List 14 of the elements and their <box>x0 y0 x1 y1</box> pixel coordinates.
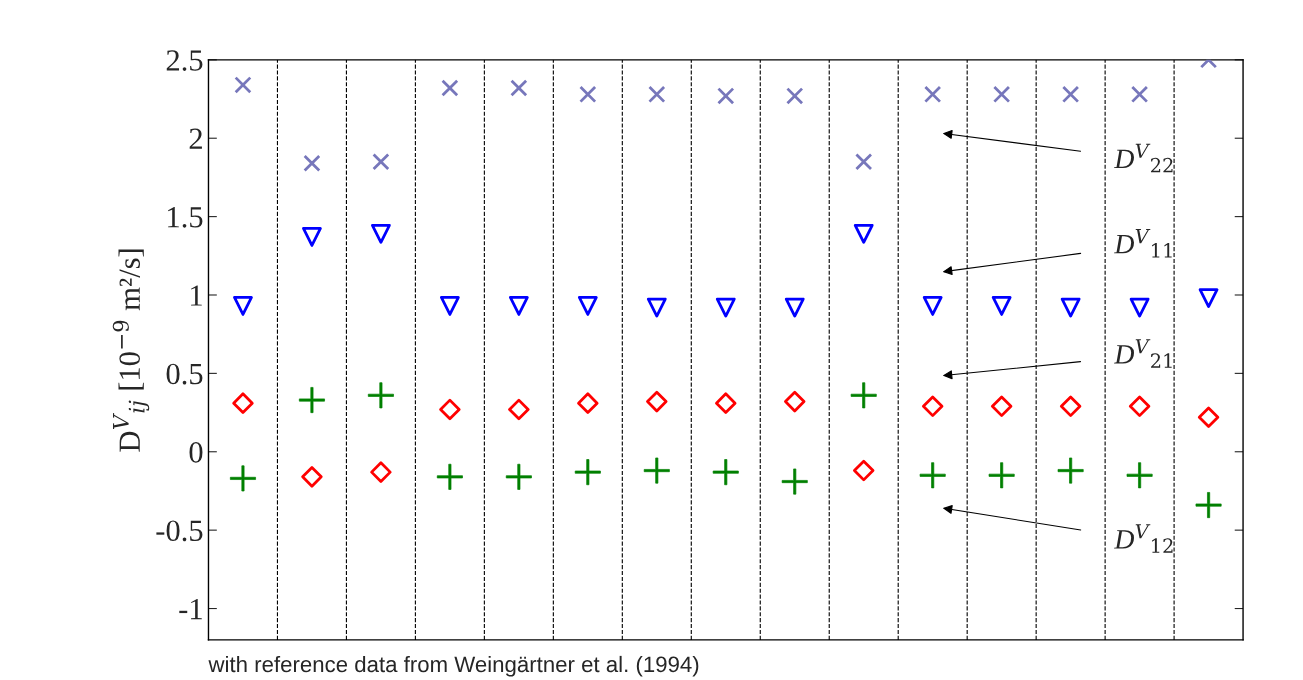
annotation: D$^{V}$$_{11}$ <box>1114 228 1172 258</box>
y-tick-label: 2 <box>189 128 202 149</box>
y-axis-title: D$^{V}$$_{ij}$ [10$^{−9}$ m²/s] <box>112 249 150 452</box>
y-tick-label: -0.5 <box>156 520 203 542</box>
y-tick-label: -1 <box>179 598 202 620</box>
annotation: D$^{V}$$_{22}$ <box>1114 143 1173 173</box>
y-tick-label: 0.5 <box>166 363 203 385</box>
y-tick-label: 1.5 <box>168 207 203 228</box>
y-tick-label: 1 <box>191 285 202 306</box>
annotation: D$^{V}$$_{21}$ <box>1114 339 1172 368</box>
y-tick-label: 0 <box>189 442 203 463</box>
text: with reference data from Weingärtner et al. (1994) <box>208 655 699 677</box>
annotation: D$^{V}$$_{12}$ <box>1114 524 1173 553</box>
y-tick-label: 2.5 <box>166 50 203 71</box>
